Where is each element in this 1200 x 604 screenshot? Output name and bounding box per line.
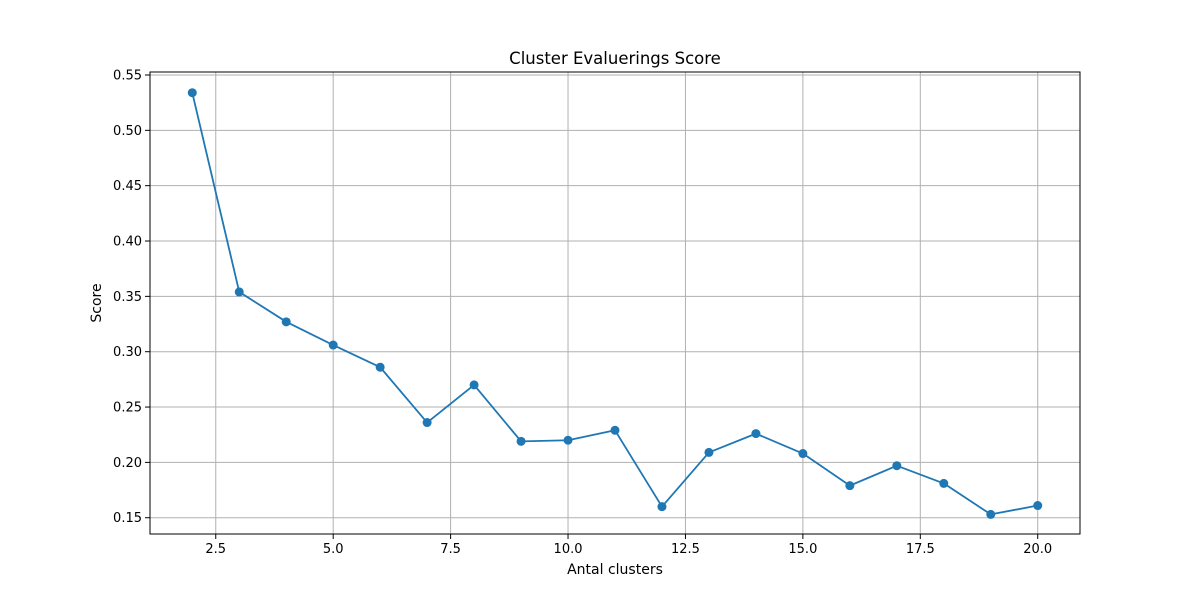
y-tick-label: 0.30	[113, 345, 142, 360]
y-axis-ticks: 0.15 0.20 0.25 0.30 0.35 0.40 0.45 0.50 0.55	[113, 68, 150, 526]
data-point	[469, 380, 479, 390]
y-tick-label: 0.20	[113, 456, 142, 471]
grid-lines	[150, 72, 1080, 534]
x-tick-label: 12.5	[671, 542, 700, 557]
data-point	[281, 317, 291, 327]
data-point	[1033, 501, 1043, 511]
y-tick-label: 0.55	[113, 68, 142, 83]
chart-title: Cluster Evaluerings Score	[509, 49, 721, 68]
data-point	[328, 340, 338, 350]
x-tick-label: 17.5	[906, 542, 935, 557]
x-tick-label: 15.0	[788, 542, 817, 557]
data-point	[751, 429, 761, 439]
data-point	[610, 425, 620, 435]
x-tick-label: 10.0	[554, 542, 583, 557]
data-point	[375, 362, 385, 372]
y-tick-label: 0.50	[113, 124, 142, 139]
y-tick-label: 0.15	[113, 511, 142, 526]
x-axis-ticks: 2.5 5.0 7.5 10.0 12.5 15.0 17.5 20.0	[205, 534, 1052, 557]
data-point	[516, 436, 526, 446]
y-tick-label: 0.40	[113, 235, 142, 250]
data-point	[845, 481, 855, 491]
x-tick-label: 2.5	[205, 542, 226, 557]
data-point	[939, 478, 949, 488]
x-tick-label: 7.5	[440, 542, 461, 557]
data-point	[657, 502, 667, 512]
data-point	[563, 435, 573, 445]
y-axis-label: Score	[89, 283, 105, 322]
y-tick-label: 0.25	[113, 401, 142, 416]
data-point	[234, 287, 244, 297]
data-point	[422, 418, 432, 428]
data-point	[986, 509, 996, 519]
data-point	[704, 447, 714, 457]
data-point	[187, 88, 197, 98]
x-tick-label: 5.0	[323, 542, 344, 557]
y-tick-label: 0.45	[113, 179, 142, 194]
data-point	[892, 461, 902, 471]
data-point	[798, 449, 808, 459]
data-series	[187, 88, 1043, 519]
x-tick-label: 20.0	[1023, 542, 1052, 557]
y-tick-label: 0.35	[113, 290, 142, 305]
plot-frame	[149, 71, 1081, 535]
x-axis-label: Antal clusters	[567, 562, 663, 578]
